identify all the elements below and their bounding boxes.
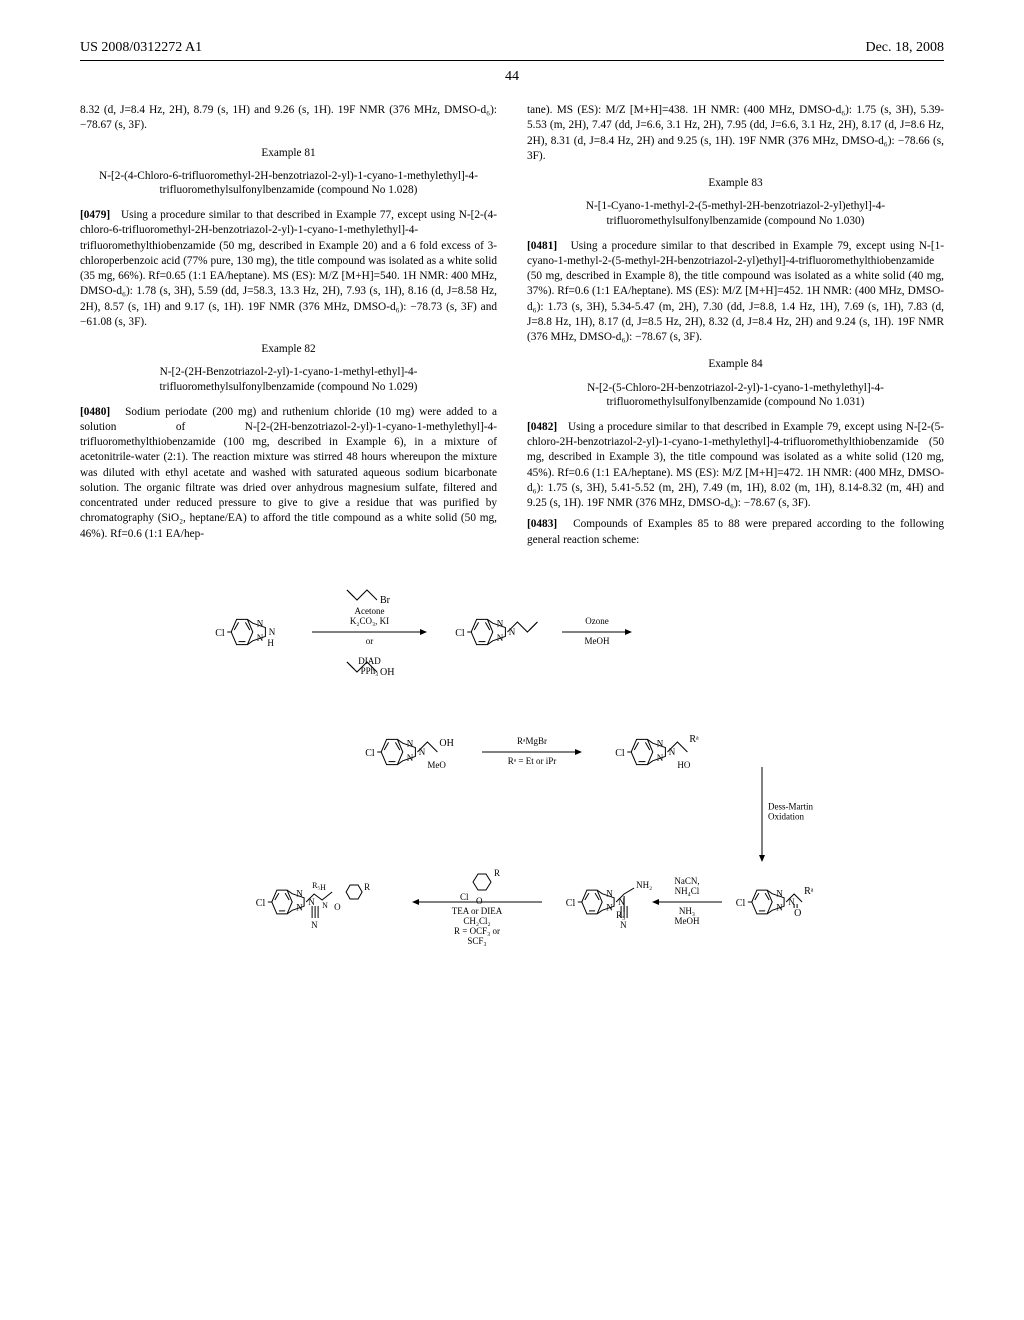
svg-text:RᵃMgBr: RᵃMgBr <box>517 736 547 746</box>
example-83-title: N-[1-Cyano-1-methyl-2-(5-methyl-2H-benzo… <box>527 199 944 228</box>
svg-text:OH: OH <box>439 738 453 749</box>
continuation-text-right: tane). MS (ES): M/Z [M+H]=438. 1H NMR: (… <box>527 103 944 164</box>
svg-text:N: N <box>419 747 426 757</box>
svg-text:Acetone: Acetone <box>355 606 385 616</box>
para-body-0481: Using a procedure similar to that descri… <box>527 240 944 344</box>
para-body-0480: Sodium periodate (200 mg) and ruthenium … <box>80 406 497 540</box>
para-num-0482: [0482] <box>527 421 557 433</box>
svg-text:N: N <box>497 618 504 628</box>
svg-text:N: N <box>296 889 303 899</box>
svg-text:Br: Br <box>380 595 391 606</box>
svg-text:OH: OH <box>380 667 394 678</box>
publication-date: Dec. 18, 2008 <box>865 40 944 56</box>
svg-text:Cl: Cl <box>455 628 465 639</box>
svg-text:Cl: Cl <box>736 898 746 909</box>
svg-text:N: N <box>497 633 504 643</box>
para-num-0483: [0483] <box>527 518 557 530</box>
svg-text:H: H <box>267 638 274 648</box>
svg-text:R = OCF₃ or: R = OCF₃ or <box>454 926 500 936</box>
svg-text:N: N <box>509 627 516 637</box>
example-81-title: N-[2-(4-Chloro-6-trifluoromethyl-2H-benz… <box>80 169 497 198</box>
svg-text:N: N <box>311 920 318 930</box>
svg-text:CH₂Cl₂: CH₂Cl₂ <box>463 916 490 926</box>
svg-text:MeOH: MeOH <box>585 636 610 646</box>
continuation-text: 8.32 (d, J=8.4 Hz, 2H), 8.79 (s, 1H) and… <box>80 103 497 134</box>
svg-text:N: N <box>407 753 414 763</box>
svg-text:N: N <box>606 902 613 912</box>
svg-text:MeOH: MeOH <box>675 916 700 926</box>
para-0480: [0480] Sodium periodate (200 mg) and rut… <box>80 405 497 542</box>
publication-number: US 2008/0312272 A1 <box>80 40 202 56</box>
svg-text:Cl: Cl <box>460 892 469 902</box>
svg-text:Rᵃ: Rᵃ <box>689 734 699 745</box>
svg-text:N: N <box>257 633 264 643</box>
para-0483: [0483] Compounds of Examples 85 to 88 we… <box>527 517 944 548</box>
svg-text:N: N <box>620 920 627 930</box>
svg-text:NaCN,: NaCN, <box>674 876 699 886</box>
svg-text:NH₄Cl: NH₄Cl <box>675 886 700 896</box>
svg-text:K₂CO₃, KI: K₂CO₃, KI <box>350 616 389 626</box>
svg-text:Cl: Cl <box>365 748 375 759</box>
para-body-0482: Using a procedure similar to that descri… <box>527 421 944 509</box>
svg-text:N: N <box>657 738 664 748</box>
left-column: 8.32 (d, J=8.4 Hz, 2H), 8.79 (s, 1H) and… <box>80 103 497 554</box>
example-83-head: Example 83 <box>527 176 944 191</box>
svg-text:N: N <box>296 902 303 912</box>
para-body-0483: Compounds of Examples 85 to 88 were prep… <box>527 518 944 545</box>
svg-text:R: R <box>364 882 370 892</box>
example-84-title: N-[2-(5-Chloro-2H-benzotriazol-2-yl)-1-c… <box>527 381 944 410</box>
svg-text:or: or <box>366 636 374 646</box>
svg-text:Oxidation: Oxidation <box>768 811 804 821</box>
example-82-title: N-[2-(2H-Benzotriazol-2-yl)-1-cyano-1-me… <box>80 365 497 394</box>
svg-text:SCF₃: SCF₃ <box>467 936 486 946</box>
right-column: tane). MS (ES): M/Z [M+H]=438. 1H NMR: (… <box>527 103 944 554</box>
svg-text:N: N <box>776 902 783 912</box>
svg-text:O: O <box>476 896 483 906</box>
svg-text:Cl: Cl <box>256 898 266 909</box>
para-0482: [0482] Using a procedure similar to that… <box>527 420 944 512</box>
svg-text:PPh₃: PPh₃ <box>361 666 379 676</box>
svg-text:Rᵃ = Et or iPr: Rᵃ = Et or iPr <box>508 756 557 766</box>
para-body-0479: Using a procedure similar to that descri… <box>80 209 497 328</box>
svg-text:O: O <box>334 902 341 912</box>
svg-text:O: O <box>794 908 801 919</box>
para-0479: [0479] Using a procedure similar to that… <box>80 208 497 330</box>
example-81-head: Example 81 <box>80 146 497 161</box>
svg-text:N: N <box>657 753 664 763</box>
para-0481: [0481] Using a procedure similar to that… <box>527 239 944 346</box>
svg-text:Dess-Martin: Dess-Martin <box>768 801 813 811</box>
svg-text:N: N <box>776 889 783 899</box>
svg-text:MeO: MeO <box>427 760 446 770</box>
svg-text:R: R <box>494 868 500 878</box>
page-number: 44 <box>80 69 944 85</box>
svg-text:Ozone: Ozone <box>585 616 609 626</box>
svg-text:N: N <box>669 747 676 757</box>
svg-text:Cl: Cl <box>215 628 225 639</box>
svg-text:H: H <box>320 883 326 892</box>
para-num-0480: [0480] <box>80 406 110 418</box>
reaction-scheme: NNNClHBrOHK₂CO₃, KIAcetoneorDIADPPh₃NNNC… <box>80 572 944 1002</box>
example-82-head: Example 82 <box>80 342 497 357</box>
svg-text:N: N <box>322 901 328 910</box>
para-num-0479: [0479] <box>80 209 110 221</box>
example-84-head: Example 84 <box>527 357 944 372</box>
svg-text:Rᵃ: Rᵃ <box>804 886 814 897</box>
svg-text:N: N <box>257 618 264 628</box>
svg-text:DIAD: DIAD <box>358 656 381 666</box>
svg-text:NH₃: NH₃ <box>679 906 695 916</box>
para-num-0481: [0481] <box>527 240 557 252</box>
svg-text:HO: HO <box>677 760 690 770</box>
svg-text:NH₂: NH₂ <box>636 880 652 890</box>
svg-text:N: N <box>606 889 613 899</box>
svg-text:Cl: Cl <box>566 898 576 909</box>
svg-text:N: N <box>407 738 414 748</box>
svg-text:TEA or DIEA: TEA or DIEA <box>452 906 503 916</box>
svg-text:N: N <box>269 627 276 637</box>
svg-text:Cl: Cl <box>615 748 625 759</box>
